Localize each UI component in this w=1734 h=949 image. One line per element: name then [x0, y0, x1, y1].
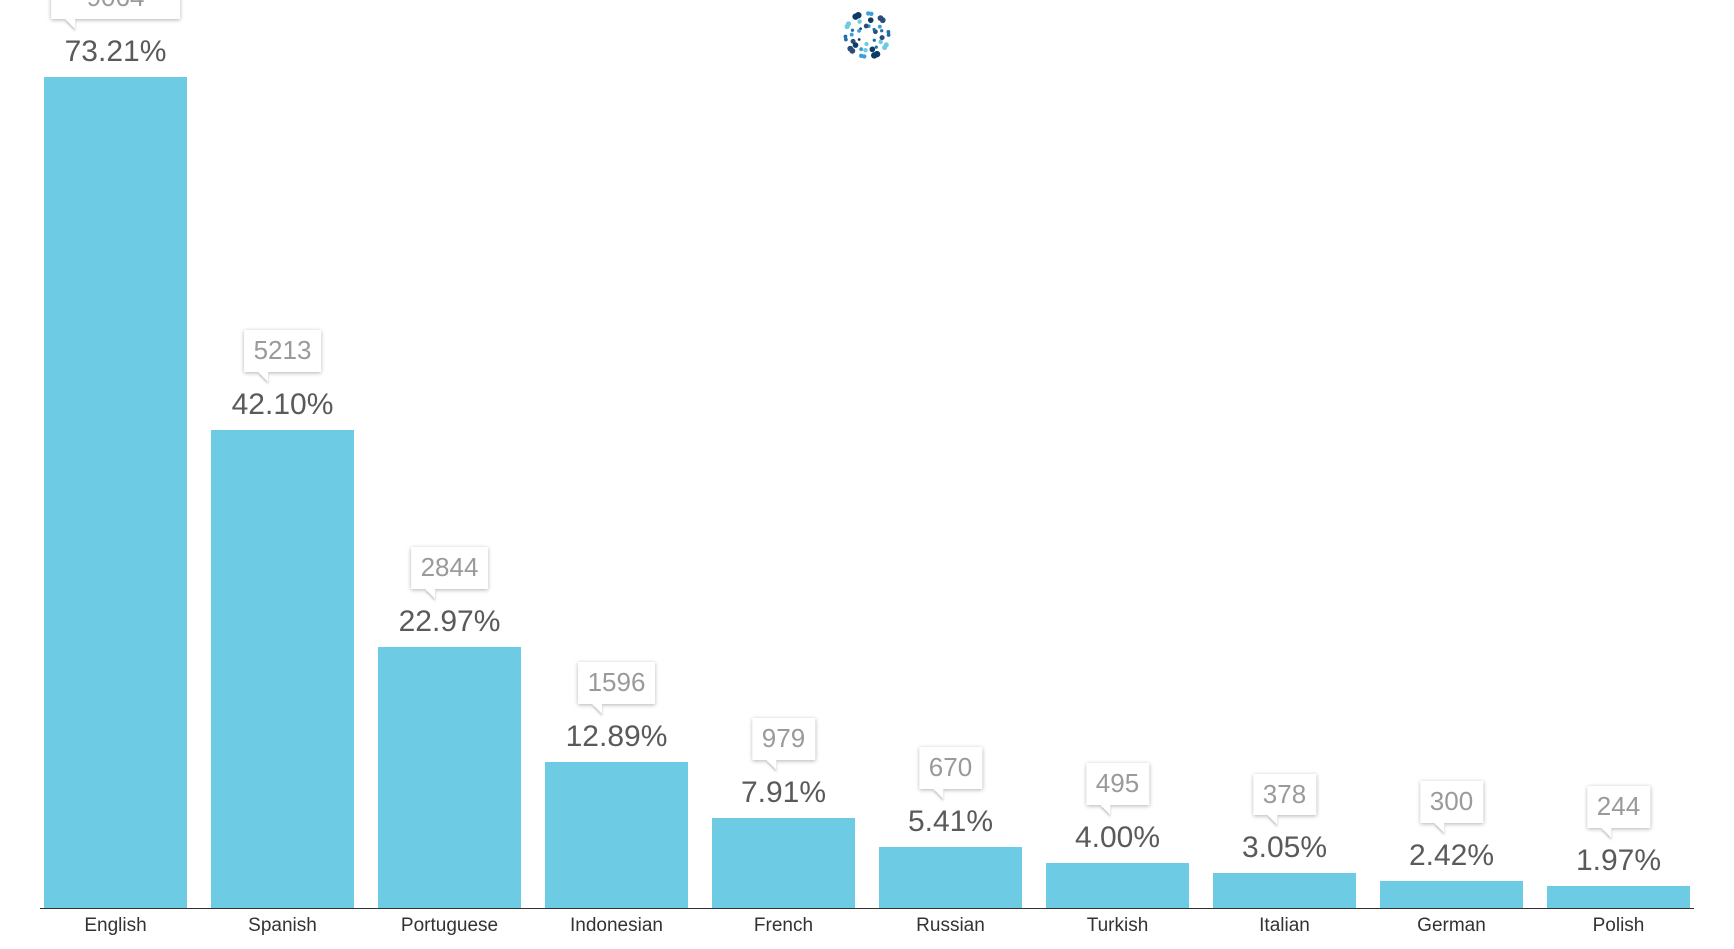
x-axis-label: Italian — [1213, 909, 1356, 949]
bar-column: 42.10% 5213 — [211, 60, 354, 908]
x-axis-label: English — [44, 909, 187, 949]
x-axis-label: Indonesian — [545, 909, 688, 949]
percent-label: 4.00% — [1046, 821, 1189, 855]
x-axis-label: Russian — [879, 909, 1022, 949]
bar-column: 12.89% 1596 — [545, 60, 688, 908]
bar-column: 2.42% 300 — [1380, 60, 1523, 908]
percent-label: 5.41% — [879, 805, 1022, 839]
count-tooltip: Number of journals9064 — [51, 0, 181, 19]
percent-label: 2.42% — [1380, 839, 1523, 873]
bar-column: 3.05% 378 — [1213, 60, 1356, 908]
percent-label: 7.91% — [712, 776, 855, 810]
x-axis-label: Portuguese — [378, 909, 521, 949]
x-axis-label: French — [712, 909, 855, 949]
bar — [378, 647, 521, 908]
tooltip-value: 670 — [929, 753, 972, 783]
tooltip-value: 1596 — [588, 668, 646, 698]
count-tooltip: 5213 — [244, 330, 322, 372]
bar — [211, 430, 354, 908]
chart: 73.21%Number of journals906442.10%521322… — [40, 0, 1694, 949]
tooltip-value: 979 — [762, 724, 805, 754]
count-tooltip: 378 — [1253, 774, 1316, 816]
bar-column: 5.41% 670 — [879, 60, 1022, 908]
tooltip-value: 495 — [1096, 769, 1139, 799]
x-axis-label: Polish — [1547, 909, 1690, 949]
percent-label: 22.97% — [378, 605, 521, 639]
percent-label: 3.05% — [1213, 831, 1356, 865]
tooltip-value: 2844 — [421, 553, 479, 583]
bar — [44, 77, 187, 908]
bar-column: 73.21%Number of journals9064 — [44, 60, 187, 908]
bar — [712, 818, 855, 908]
bar-column: 22.97% 2844 — [378, 60, 521, 908]
bar — [1213, 873, 1356, 908]
bar — [1380, 881, 1523, 908]
count-tooltip: 979 — [752, 718, 815, 760]
tooltip-value: 378 — [1263, 780, 1306, 810]
x-axis-label: German — [1380, 909, 1523, 949]
tooltip-value: 300 — [1430, 787, 1473, 817]
count-tooltip: 495 — [1086, 763, 1149, 805]
percent-label: 1.97% — [1547, 844, 1690, 878]
percent-label: 42.10% — [211, 388, 354, 422]
bar — [879, 847, 1022, 908]
x-axis-label: Spanish — [211, 909, 354, 949]
count-tooltip: 244 — [1587, 786, 1650, 828]
count-tooltip: 670 — [919, 747, 982, 789]
dotted-circle-logo-icon — [840, 8, 894, 62]
bar-column: 4.00% 495 — [1046, 60, 1189, 908]
bar-column: 1.97% 244 — [1547, 60, 1690, 908]
x-axis-label: Turkish — [1046, 909, 1189, 949]
x-axis: English Spanish Portuguese Indonesian French… — [40, 909, 1694, 949]
count-tooltip: 1596 — [578, 662, 656, 704]
tooltip-value: 244 — [1597, 792, 1640, 822]
bar — [1046, 863, 1189, 908]
bar-column: 7.91% 979 — [712, 60, 855, 908]
bar — [1547, 886, 1690, 908]
tooltip-value: 5213 — [254, 336, 312, 366]
count-tooltip: 2844 — [411, 547, 489, 589]
tooltip-value: 9064 — [61, 0, 171, 13]
percent-label: 12.89% — [545, 720, 688, 754]
bar — [545, 762, 688, 908]
percent-label: 73.21% — [44, 35, 187, 69]
count-tooltip: 300 — [1420, 781, 1483, 823]
plot-area: 73.21%Number of journals9064 42.10% 5213 22… — [40, 60, 1694, 909]
